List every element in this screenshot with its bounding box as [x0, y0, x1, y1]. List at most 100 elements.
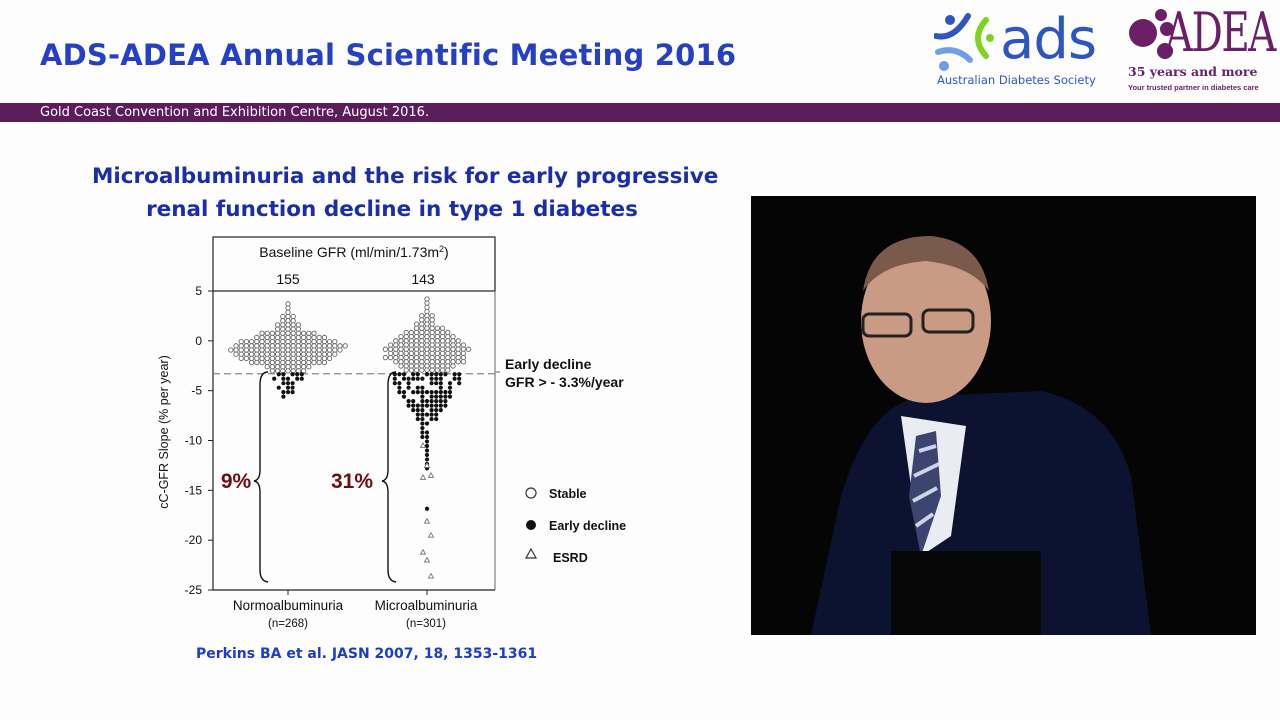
stable-point: [413, 367, 420, 373]
stable-point: [342, 343, 348, 349]
baseline-gfr-micro: 143: [411, 271, 435, 287]
early-decline-point: [434, 412, 439, 417]
adea-logo-tagline: 35 years and more: [1128, 64, 1258, 79]
adea-circles-icon: [1129, 9, 1174, 59]
speaker-figure: [811, 236, 1151, 635]
ads-logo: ads Australian Diabetes Society: [934, 10, 1099, 90]
early-decline-point: [424, 448, 430, 453]
early-decline-point: [415, 372, 420, 377]
early-decline-point: [411, 390, 416, 395]
stable-point: [382, 346, 389, 352]
early-decline-point: [290, 381, 295, 386]
early-decline-point: [438, 403, 443, 408]
early-decline-point: [424, 390, 430, 395]
early-decline-point: [411, 376, 416, 381]
early-decline-point: [281, 390, 286, 395]
y-tick-label: 5: [195, 284, 202, 298]
early-decline-point: [415, 390, 420, 395]
esrd-point: [427, 531, 435, 538]
early-decline-point: [392, 376, 397, 381]
early-decline-point: [295, 376, 300, 381]
early-decline-point: [397, 390, 402, 395]
early-decline-point: [424, 506, 430, 511]
early-decline-pct-micro: 31%: [331, 470, 373, 493]
stable-point: [326, 355, 333, 362]
early-decline-point: [397, 381, 402, 386]
early-decline-point: [392, 381, 397, 386]
legend-early-decline: Early decline: [549, 519, 626, 533]
legend-esrd: ESRD: [553, 551, 588, 565]
early-decline-point: [429, 399, 434, 404]
early-decline-point: [424, 412, 430, 417]
legend-stable: Stable: [549, 487, 587, 501]
y-tick-label: -5: [191, 384, 202, 398]
early-decline-point: [434, 399, 439, 404]
early-decline-point: [420, 394, 425, 399]
baseline-header-label: Baseline GFR (ml/min/1.73m2): [259, 244, 448, 260]
stable-point: [403, 367, 409, 373]
stable-point: [465, 346, 472, 352]
early-decline-point: [420, 399, 425, 404]
brace-normo: [253, 371, 269, 583]
early-decline-point: [447, 385, 453, 390]
early-decline-point: [424, 421, 430, 426]
stable-point: [269, 368, 276, 374]
early-decline-point: [401, 390, 407, 395]
speaker-video[interactable]: [751, 196, 1256, 635]
early-decline-point: [429, 381, 434, 386]
early-decline-point: [434, 416, 439, 422]
threshold-label-line1: Early decline: [505, 356, 592, 372]
early-decline-point: [424, 439, 430, 444]
early-decline-point: [457, 372, 462, 377]
early-decline-point: [452, 372, 457, 377]
early-decline-point: [429, 412, 434, 417]
early-decline-point: [420, 434, 425, 440]
slide-title-line2: renal function decline in type 1 diabete…: [146, 197, 638, 222]
early-decline-point: [411, 408, 416, 413]
early-decline-point: [290, 385, 295, 390]
legend-filled-circle-icon: [526, 520, 536, 530]
early-decline-point: [415, 385, 420, 390]
stable-point: [311, 359, 317, 366]
x-label-normo: Normoalbuminuria: [233, 598, 344, 613]
early-decline-point: [281, 381, 286, 386]
adea-logo-subtitle: Your trusted partner in diabetes care: [1128, 83, 1259, 92]
early-decline-point: [420, 390, 425, 395]
stable-point: [248, 359, 255, 366]
early-decline-point: [415, 376, 420, 381]
esrd-point: [423, 461, 431, 468]
esrd-point: [419, 548, 427, 555]
early-decline-point: [281, 394, 286, 399]
early-decline-point: [447, 394, 453, 399]
early-decline-point: [443, 372, 448, 377]
early-decline-point: [420, 412, 425, 417]
stable-point: [460, 359, 467, 365]
y-axis-label: cC-GFR Slope (% per year): [157, 355, 171, 509]
early-decline-point: [406, 376, 411, 381]
y-tick-label: -25: [185, 583, 203, 597]
threshold-label-line2: GFR > - 3.3%/year: [505, 374, 624, 390]
early-decline-point: [411, 399, 416, 404]
early-decline-point: [434, 372, 439, 377]
baseline-gfr-normo: 155: [276, 271, 300, 287]
early-decline-point: [429, 394, 434, 399]
slide-title-line1: Microalbuminuria and the risk for early …: [92, 164, 719, 189]
early-decline-point: [295, 372, 300, 377]
esrd-point: [427, 471, 435, 478]
legend-open-circle-icon: [525, 487, 537, 499]
early-decline-point: [434, 394, 439, 399]
stable-point: [316, 359, 322, 366]
stable-point: [398, 363, 404, 369]
ads-figure-icon: [934, 13, 994, 71]
early-decline-point: [429, 408, 434, 413]
early-decline-point: [443, 399, 448, 404]
y-tick-label: -15: [185, 483, 203, 497]
early-decline-point: [438, 372, 443, 377]
early-decline-point: [299, 372, 304, 377]
early-decline-point: [420, 416, 425, 422]
legend-triangle-icon: [524, 547, 538, 559]
early-decline-point: [415, 408, 420, 413]
adea-logo: ADEA 35 years and more Your trusted part…: [1125, 5, 1276, 95]
early-decline-point: [424, 399, 430, 404]
early-decline-point: [438, 385, 443, 390]
